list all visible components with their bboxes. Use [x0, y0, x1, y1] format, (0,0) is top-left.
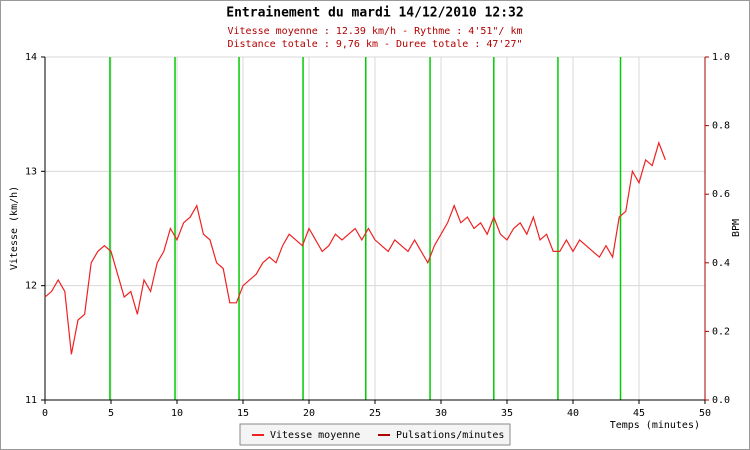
- legend-label: Pulsations/minutes: [396, 430, 504, 441]
- chart-title: Entrainement du mardi 14/12/2010 12:32: [226, 6, 523, 21]
- y2-tick-label: 0.0: [712, 395, 730, 406]
- x-tick-label: 45: [633, 408, 645, 419]
- x-tick-label: 0: [42, 408, 48, 419]
- y-tick-label: 12: [25, 281, 37, 292]
- y-tick-label: 11: [25, 395, 37, 406]
- x-tick-label: 25: [369, 408, 381, 419]
- x-tick-label: 30: [435, 408, 447, 419]
- y-tick-label: 14: [25, 52, 37, 63]
- y2-tick-label: 0.2: [712, 326, 730, 337]
- x-tick-label: 10: [171, 408, 183, 419]
- legend: [239, 423, 511, 446]
- y-axis-label: Vitesse (km/h): [9, 186, 20, 270]
- x-tick-label: 35: [501, 408, 513, 419]
- y2-tick-label: 0.8: [712, 121, 730, 132]
- y2-tick-label: 0.6: [712, 189, 730, 200]
- y-tick-label: 13: [25, 166, 37, 177]
- y2-axis-label: BPM: [731, 219, 742, 237]
- line-series: [44, 140, 666, 355]
- subtitle: Distance totale : 9,76 km - Duree totale…: [227, 39, 522, 50]
- x-tick-label: 15: [237, 408, 249, 419]
- legend-label: Vitesse moyenne: [270, 430, 360, 441]
- subtitle: Vitesse moyenne : 12.39 km/h - Rythme : …: [227, 26, 522, 37]
- x-tick-label: 50: [699, 408, 711, 419]
- x-tick-label: 40: [567, 408, 579, 419]
- x-tick-label: 5: [108, 408, 114, 419]
- x-tick-label: 20: [303, 408, 315, 419]
- x-axis-label: Temps (minutes): [610, 420, 700, 431]
- y2-tick-label: 1.0: [712, 52, 730, 63]
- y2-tick-label: 0.4: [712, 258, 730, 269]
